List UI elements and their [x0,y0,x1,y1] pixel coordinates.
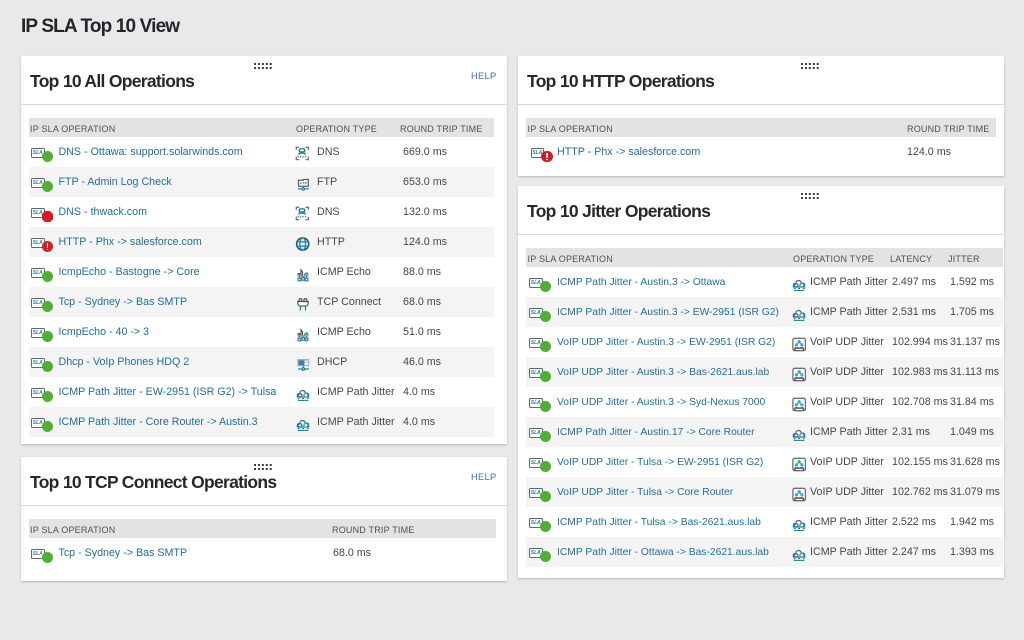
svg-text:FTP: FTP [300,181,308,185]
